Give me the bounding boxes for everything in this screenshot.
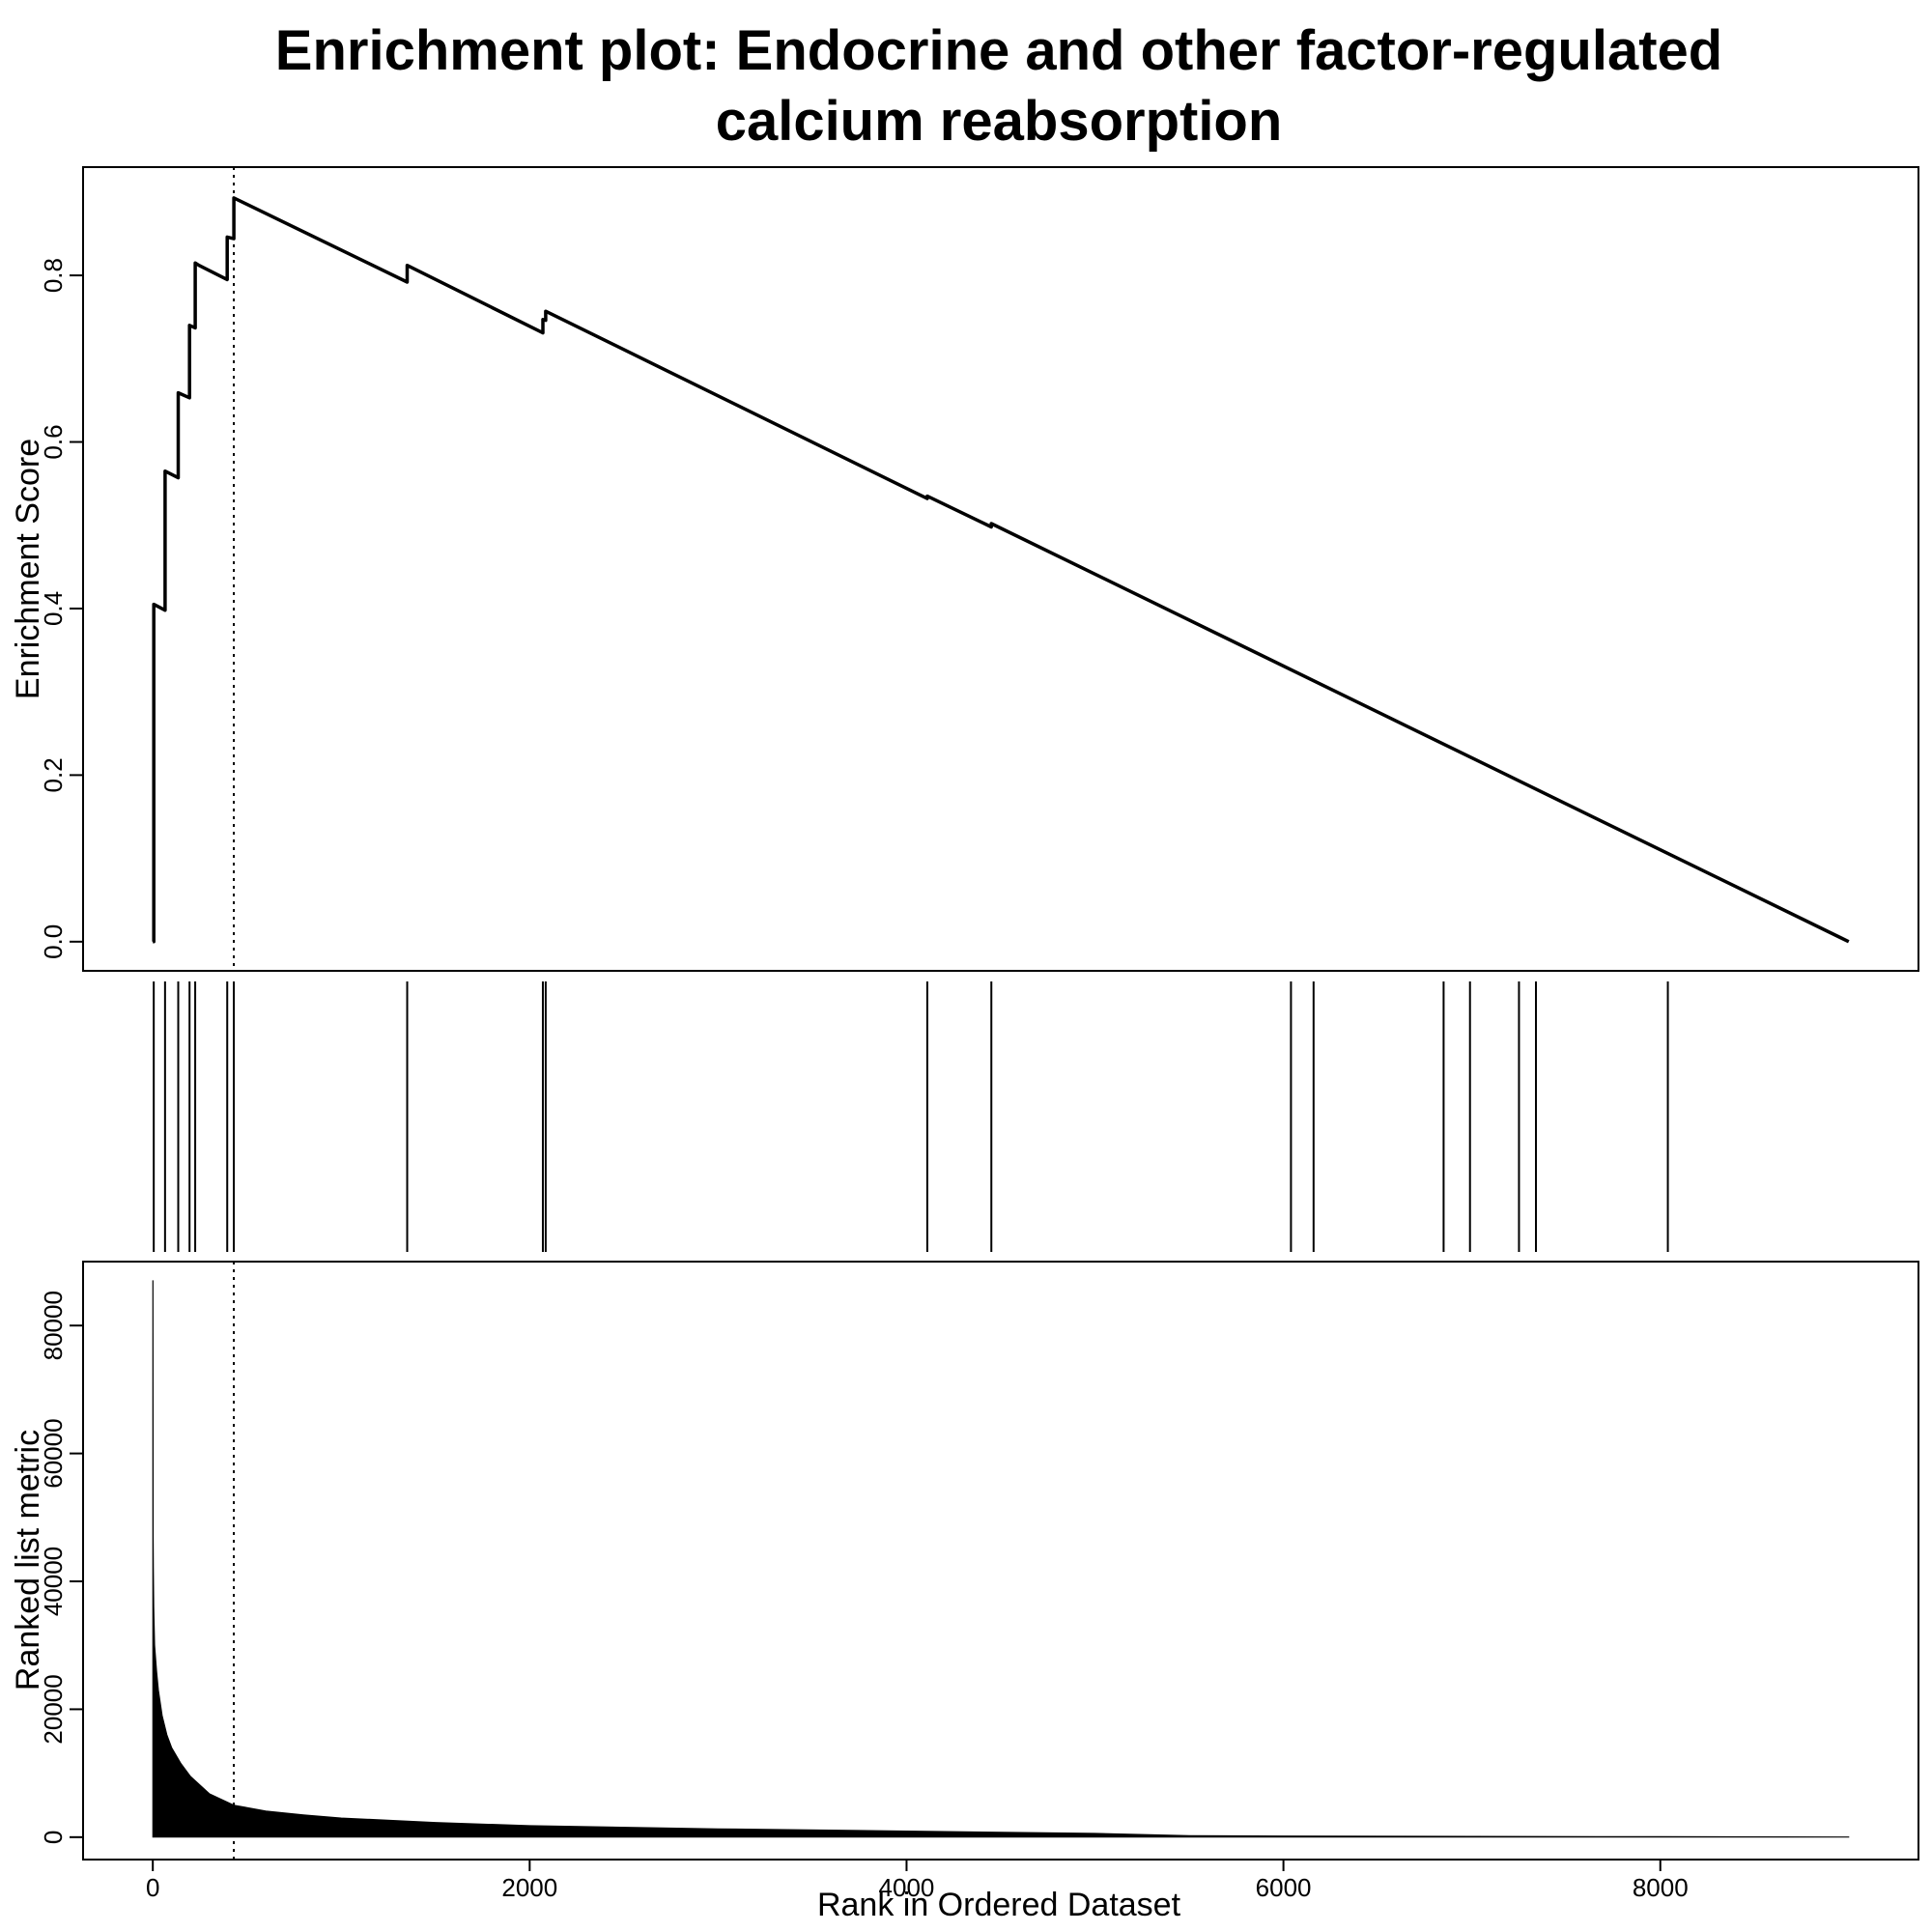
- ranked-metric-y-tick-label-4: 80000: [39, 1291, 68, 1360]
- ranked-metric-panel-frame: [82, 1261, 1919, 1861]
- enrichment-y-tick-label-1: 0.2: [39, 757, 68, 792]
- ranked-metric-y-label: Ranked list metric: [10, 1430, 46, 1690]
- x-axis-label: Rank in Ordered Dataset: [817, 1887, 1181, 1923]
- ranked-metric-y-axis: 0 20000 40000 60000 80000: [39, 1291, 84, 1844]
- rank-x-axis: 0 2000 4000 6000 8000: [146, 1860, 1689, 1902]
- gene-hit-marks: [153, 981, 1669, 1252]
- x-tick-label-3: 6000: [1256, 1873, 1312, 1902]
- enrichment-y-tick-label-3: 0.6: [39, 424, 68, 459]
- ranked-metric-y-tick-label-0: 0: [39, 1831, 68, 1844]
- enrichment-y-tick-label-2: 0.4: [39, 591, 68, 626]
- ranked-metric-y-tick-label-2: 40000: [39, 1547, 68, 1616]
- x-tick-label-4: 8000: [1633, 1873, 1689, 1902]
- enrichment-panel-frame: [82, 166, 1919, 972]
- enrichment-y-label: Enrichment Score: [10, 439, 46, 699]
- ranked-metric-y-tick-label-1: 20000: [39, 1674, 68, 1744]
- ranked-metric-area: [152, 1280, 1850, 1838]
- plot-title-line-1: Enrichment plot: Endocrine and other fac…: [275, 19, 1722, 82]
- plot-title-line-2: calcium reabsorption: [716, 90, 1283, 153]
- enrichment-y-tick-label-4: 0.8: [39, 258, 68, 293]
- enrichment-y-axis: 0.0 0.2 0.4 0.6 0.8: [39, 258, 84, 959]
- enrichment-y-tick-label-0: 0.0: [39, 924, 68, 959]
- x-tick-label-1: 2000: [501, 1873, 557, 1902]
- enrichment-score-line: [152, 196, 1850, 944]
- enrichment-panel: 0.0 0.2 0.4 0.6 0.8 Enrichment Score: [10, 166, 1919, 972]
- ranked-metric-y-tick-label-3: 60000: [39, 1418, 68, 1488]
- x-tick-label-0: 0: [146, 1873, 159, 1902]
- x-tick-label-2: 4000: [879, 1873, 935, 1902]
